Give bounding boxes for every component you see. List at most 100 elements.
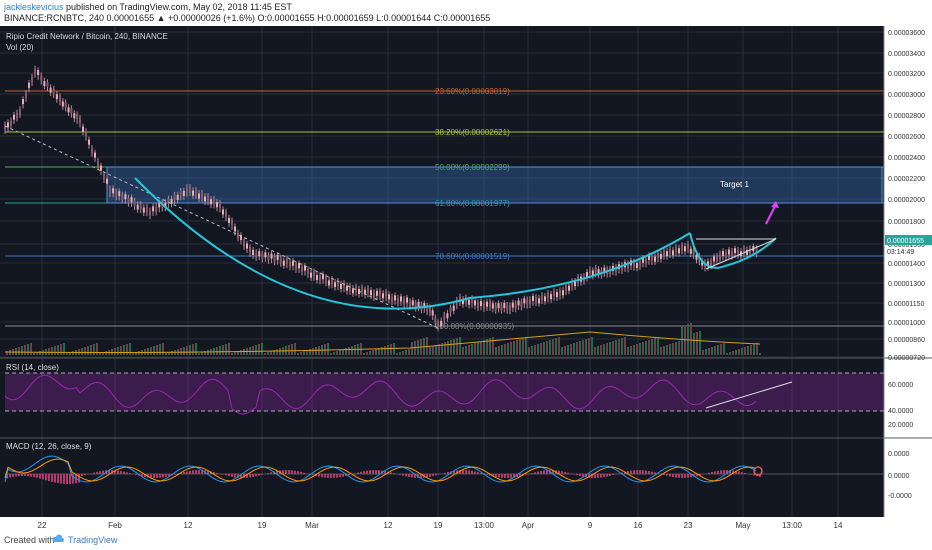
macd-histogram bbox=[405, 474, 407, 477]
candle bbox=[719, 253, 721, 259]
candle bbox=[46, 82, 49, 88]
volume-bar bbox=[180, 348, 182, 355]
macd-histogram bbox=[597, 474, 599, 478]
candle bbox=[562, 290, 564, 296]
macd-histogram bbox=[360, 471, 362, 474]
volume-bar bbox=[276, 349, 278, 355]
volume-bar bbox=[627, 347, 629, 355]
candle bbox=[586, 272, 588, 278]
candle bbox=[307, 269, 309, 275]
volume-bar bbox=[270, 351, 272, 355]
volume-bar bbox=[495, 347, 497, 355]
volume-bar bbox=[240, 350, 242, 355]
volume-bar bbox=[222, 345, 224, 355]
fib-label: 100.00%(0.00000935) bbox=[435, 322, 515, 331]
volume-bar bbox=[54, 346, 56, 355]
candle bbox=[556, 292, 558, 298]
candle bbox=[385, 291, 387, 297]
volume-bar bbox=[612, 341, 614, 355]
candle bbox=[597, 269, 600, 275]
volume-bar bbox=[654, 338, 656, 355]
volume-bar bbox=[615, 340, 617, 355]
macd-histogram bbox=[81, 474, 83, 476]
y-tick-label: 0.00003000 bbox=[888, 92, 925, 99]
volume-bar bbox=[21, 346, 23, 355]
volume-bar bbox=[102, 352, 104, 355]
macd-histogram bbox=[45, 474, 47, 481]
candle bbox=[535, 297, 537, 303]
volume-bar bbox=[642, 342, 644, 355]
cloud-icon bbox=[52, 534, 64, 542]
candle bbox=[684, 246, 686, 252]
candle bbox=[112, 188, 115, 194]
volume-bar bbox=[147, 348, 149, 355]
tradingview-brand[interactable]: TradingView bbox=[68, 535, 118, 545]
y-tick-label: 0.00003400 bbox=[888, 51, 925, 58]
volume-bar bbox=[630, 346, 632, 355]
macd-histogram bbox=[633, 470, 635, 474]
volume-bar bbox=[516, 340, 518, 355]
macd-histogram bbox=[375, 470, 377, 474]
macd-line bbox=[4, 455, 757, 483]
candle bbox=[64, 102, 67, 108]
macd-histogram bbox=[162, 474, 164, 478]
macd-histogram bbox=[750, 474, 752, 475]
candle bbox=[459, 296, 461, 302]
candle bbox=[121, 194, 124, 200]
macd-histogram bbox=[711, 472, 713, 474]
volume-bar bbox=[156, 345, 158, 355]
macd-histogram bbox=[639, 470, 641, 474]
macd-histogram bbox=[492, 474, 494, 477]
macd-histogram bbox=[99, 471, 101, 474]
volume-ma bbox=[4, 331, 761, 353]
macd-histogram bbox=[720, 470, 722, 474]
author-link[interactable]: jackleskevicius bbox=[4, 2, 64, 12]
candle bbox=[310, 272, 312, 278]
candle bbox=[503, 303, 506, 309]
candle bbox=[10, 120, 12, 126]
volume-bar bbox=[60, 344, 62, 355]
candle bbox=[170, 198, 173, 204]
macd-histogram bbox=[324, 474, 326, 478]
macd-histogram bbox=[252, 474, 254, 478]
volume-bar bbox=[501, 345, 503, 355]
macd-histogram bbox=[249, 474, 251, 478]
macd-histogram bbox=[207, 470, 209, 474]
candle bbox=[240, 235, 242, 241]
candle bbox=[76, 114, 79, 120]
macd-histogram bbox=[246, 474, 248, 478]
candle bbox=[654, 256, 656, 262]
volume-bar bbox=[489, 338, 491, 355]
volume-bar bbox=[258, 344, 260, 355]
x-tick-label: 14 bbox=[834, 521, 843, 530]
candle bbox=[376, 290, 378, 296]
macd-histogram bbox=[15, 474, 17, 477]
macd-histogram bbox=[129, 473, 131, 474]
volume-bar bbox=[315, 347, 317, 355]
target-zone bbox=[106, 166, 883, 204]
triangle-pattern bbox=[696, 238, 777, 270]
macd-histogram bbox=[603, 474, 605, 478]
chart[interactable]: 22 Feb 12 19 Mar 12 19 13:00 Apr 9 16 23 May 13:00 14 0… bbox=[0, 26, 932, 532]
macd-histogram bbox=[21, 474, 23, 477]
candle bbox=[258, 251, 261, 257]
volume-bar bbox=[312, 348, 314, 355]
macd-histogram bbox=[96, 471, 98, 474]
macd-histogram bbox=[714, 471, 716, 474]
macd-histogram bbox=[531, 473, 533, 474]
volume-bar bbox=[483, 340, 485, 355]
candle bbox=[267, 255, 270, 261]
candle bbox=[149, 210, 151, 216]
volume-bar bbox=[462, 347, 464, 355]
volume-bar bbox=[33, 353, 35, 355]
candle bbox=[373, 292, 375, 298]
volume-bar bbox=[300, 352, 302, 355]
candle bbox=[73, 113, 76, 119]
price-label: 0.00001655 bbox=[887, 238, 924, 245]
macd-histogram bbox=[33, 474, 35, 478]
candle bbox=[471, 297, 473, 303]
macd-histogram bbox=[291, 470, 293, 474]
candle bbox=[642, 257, 644, 263]
macd-histogram bbox=[591, 474, 593, 478]
macd-histogram bbox=[693, 474, 695, 477]
